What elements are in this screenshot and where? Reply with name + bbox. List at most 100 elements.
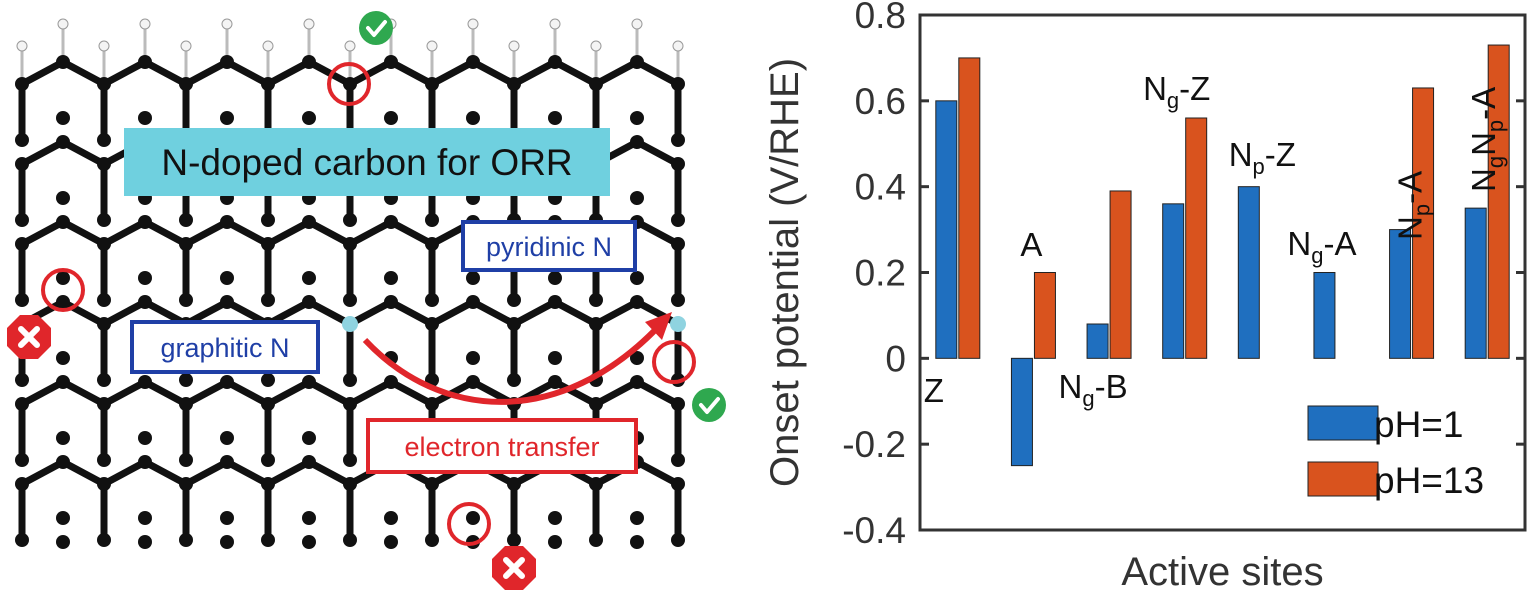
transfer-label: electron transfer — [404, 432, 599, 462]
carbon-atom — [15, 213, 29, 227]
bond — [184, 58, 229, 88]
carbon-atom — [630, 351, 644, 365]
carbon-atom — [466, 271, 480, 285]
carbon-atom — [179, 213, 193, 227]
electron-transfer-arrow — [362, 322, 663, 405]
hydrogen-atom — [344, 40, 356, 52]
check-icon — [359, 11, 393, 45]
carbon-atom — [138, 55, 152, 69]
carbon-atom — [671, 213, 685, 227]
check-icon — [692, 388, 726, 422]
carbon-atom — [466, 295, 480, 309]
carbon-atom — [97, 237, 111, 251]
carbon-atom — [56, 431, 70, 445]
carbon-atom — [97, 397, 111, 411]
hydrogen-atom — [467, 18, 479, 30]
bar-ph1 — [1237, 186, 1260, 359]
carbon-atom — [179, 397, 193, 411]
bond — [20, 378, 65, 408]
carbon-atom — [343, 77, 357, 91]
carbon-atom — [671, 293, 685, 307]
carbon-atom — [220, 271, 234, 285]
carbon-atom — [302, 55, 316, 69]
carbon-atom — [343, 237, 357, 251]
bond — [512, 58, 557, 88]
bond — [61, 218, 106, 248]
hydrogen-atom — [98, 40, 110, 52]
carbon-atom — [15, 157, 29, 171]
bond — [266, 218, 311, 248]
nitrogen-atom — [670, 316, 686, 332]
carbon-atom — [589, 477, 603, 491]
carbon-atom — [630, 135, 644, 149]
annotation-layer: N-doped carbon for ORR pyridinic N graph… — [7, 11, 726, 590]
carbon-atom — [548, 271, 562, 285]
bond — [266, 378, 311, 408]
legend-swatch — [1307, 405, 1379, 441]
y-axis-label: Onset potential (V/RHE) — [763, 58, 807, 487]
bond — [553, 58, 598, 88]
carbon-atom — [384, 535, 398, 549]
bond — [307, 458, 352, 488]
bond — [389, 218, 434, 248]
carbon-atom — [671, 533, 685, 547]
bar-label: Np-Z — [1229, 136, 1296, 179]
bond — [225, 378, 270, 408]
bar-ph13 — [1033, 272, 1056, 359]
carbon-atom — [220, 511, 234, 525]
bond — [307, 218, 352, 248]
transfer-label-box — [366, 418, 638, 474]
bond — [471, 298, 516, 328]
carbon-atom — [548, 295, 562, 309]
carbon-atom — [671, 77, 685, 91]
atom-layer — [15, 18, 686, 549]
legend-label: pH=13 — [1374, 460, 1484, 501]
bond — [348, 378, 393, 408]
bond — [307, 58, 352, 88]
carbon-atom — [630, 375, 644, 389]
carbon-atom — [507, 293, 521, 307]
carbon-atom — [630, 271, 644, 285]
carbon-atom — [15, 453, 29, 467]
bond — [553, 298, 598, 328]
carbon-atom — [179, 453, 193, 467]
bond — [225, 58, 270, 88]
arrowhead — [645, 312, 672, 340]
site-circle — [41, 268, 85, 312]
carbon-atom — [671, 397, 685, 411]
carbon-atom — [56, 135, 70, 149]
carbon-atom — [630, 511, 644, 525]
bond — [61, 138, 106, 168]
bond — [143, 58, 188, 88]
hydrogen-atom — [221, 18, 233, 30]
carbon-atom — [97, 373, 111, 387]
chart-panel: -0.4 -0.2 0 0.2 0.4 0.6 0.8 Z A Ng-B Ng-Z Np-Z Ng-A… — [760, 0, 1532, 594]
hydrogen-atom — [57, 18, 69, 30]
bar-ph13 — [1109, 190, 1132, 359]
carbon-atom — [384, 375, 398, 389]
carbon-atom — [343, 373, 357, 387]
bond — [594, 298, 639, 328]
bond — [184, 458, 229, 488]
carbon-atom — [138, 271, 152, 285]
bond — [20, 138, 65, 168]
hydrogen-atom — [672, 40, 684, 52]
carbon-atom — [425, 317, 439, 331]
bond — [471, 58, 516, 88]
graphitic-label: graphitic N — [160, 333, 289, 363]
carbon-atom — [138, 111, 152, 125]
bond — [635, 138, 680, 168]
y-tick-label: 0.6 — [855, 81, 906, 122]
carbon-atom — [220, 215, 234, 229]
carbon-atom — [384, 295, 398, 309]
carbon-atom — [589, 293, 603, 307]
carbon-atom — [630, 111, 644, 125]
carbon-atom — [384, 271, 398, 285]
carbon-atom — [548, 55, 562, 69]
bond — [143, 458, 188, 488]
carbon-atom — [425, 533, 439, 547]
carbon-atom — [343, 213, 357, 227]
carbon-atom — [384, 511, 398, 525]
carbon-atom — [179, 293, 193, 307]
y-tick-label: 0.8 — [855, 0, 906, 36]
